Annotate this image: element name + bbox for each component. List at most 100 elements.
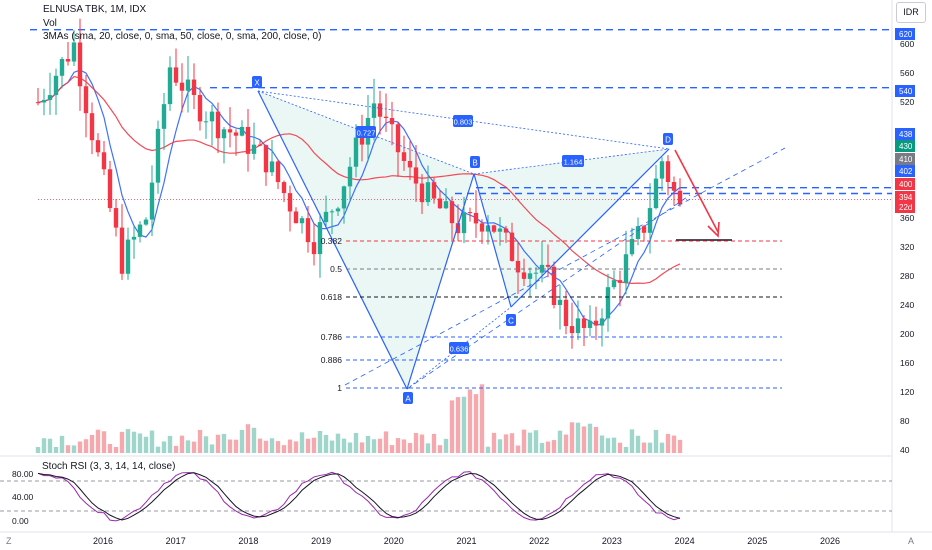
price-badge-label: 394 [899, 193, 913, 202]
volume-bar [233, 439, 239, 453]
candle-body [275, 161, 281, 183]
price-tick: 40 [900, 445, 910, 455]
price-badge-label: 402 [899, 167, 913, 176]
candle-body [269, 161, 275, 173]
pattern-ratio-label: 0.727 [357, 129, 376, 138]
price-tick: 280 [900, 271, 914, 281]
volume-bar [485, 446, 491, 453]
candle-body [533, 272, 539, 274]
candle-body [545, 264, 551, 267]
pattern-ratio-badge[interactable] [562, 155, 584, 167]
candle-body [437, 198, 443, 209]
time-axis[interactable]: 2016 2017 2018 2019 2020 2021 2022 2023 2024 2025… [93, 536, 840, 546]
volume-bar [359, 442, 365, 453]
auto-scale-toggle[interactable]: A [908, 536, 915, 546]
arrow-head [707, 221, 720, 238]
candle-body [617, 280, 623, 283]
candle-body [125, 239, 131, 274]
candle-body [359, 137, 365, 145]
timezone-toggle[interactable]: Z [6, 536, 12, 546]
candle-body [131, 236, 137, 240]
price-badge [895, 128, 915, 140]
candle-body [41, 99, 47, 103]
symbol-title[interactable]: ELNUSA TBK, 1M, IDX [43, 4, 147, 15]
candle-body [485, 225, 491, 232]
candle-body [101, 152, 107, 170]
volume-bar [65, 445, 71, 453]
candle-body [563, 299, 569, 327]
volume-bar [467, 389, 473, 453]
volume-bar [479, 384, 485, 453]
candle-body [221, 129, 227, 139]
price-tick: 560 [900, 68, 914, 78]
volume-bar [191, 441, 197, 453]
time-tick: 2016 [93, 536, 113, 546]
pattern-point-a[interactable] [403, 392, 413, 404]
pattern-ratio-badge[interactable] [453, 115, 473, 127]
volume-bar [575, 422, 581, 453]
time-tick: 2024 [675, 536, 695, 546]
pattern-point-label: X [254, 79, 260, 88]
volume-bar [95, 429, 101, 453]
pattern-ratio-badge[interactable] [356, 126, 376, 138]
candle-body [527, 273, 533, 279]
pattern-ratio-badge[interactable] [449, 342, 469, 354]
candle-body [137, 224, 143, 237]
pattern-point-b[interactable] [470, 156, 480, 168]
volume-bar [53, 446, 59, 453]
projection-arrow[interactable] [674, 149, 719, 233]
price-axis[interactable]: 6005605204804403603202802402001601208040… [895, 28, 923, 455]
currency-button[interactable]: IDR [896, 2, 926, 23]
candle-body [659, 161, 665, 179]
volume-indicator-label[interactable]: Vol [43, 18, 57, 29]
volume-bar [305, 438, 311, 453]
candle-body [179, 82, 185, 91]
price-badge [895, 140, 915, 152]
volume-bar [299, 432, 305, 453]
price-badge [895, 178, 915, 190]
candle-body [281, 182, 287, 194]
volume-bar [503, 434, 509, 453]
volume-bar [209, 444, 215, 453]
pattern-point-d[interactable] [663, 133, 673, 145]
candle-body [161, 104, 167, 129]
time-tick: 2025 [747, 536, 767, 546]
volume-bar [581, 426, 587, 453]
volume-bar [215, 434, 221, 453]
candle-body [419, 183, 425, 203]
candle-body [185, 79, 191, 91]
volume-bar [545, 441, 551, 453]
fib-level-label: 0.382 [321, 236, 343, 246]
time-tick: 2019 [311, 536, 331, 546]
volume-bar [647, 442, 653, 453]
pattern-point-c[interactable] [506, 314, 516, 326]
volume-bar [251, 427, 257, 453]
price-tick: 200 [900, 329, 914, 339]
rsi-tick: 0.00 [12, 516, 29, 526]
volume-bar [455, 397, 461, 453]
volume-bar [161, 441, 167, 453]
price-badge-label: 400 [899, 180, 913, 189]
candle-body [173, 67, 179, 83]
volume-bar [107, 443, 113, 453]
volume-bar [179, 435, 185, 453]
volume-bar [41, 438, 47, 453]
pattern-point-x[interactable] [252, 76, 262, 88]
volume-bar [401, 439, 407, 453]
volume-bar [497, 439, 503, 453]
volume-bar [593, 426, 599, 453]
volume-bar [59, 435, 65, 453]
candle-body [425, 182, 431, 203]
volume-bar [77, 441, 83, 453]
candle-body [47, 95, 53, 100]
candle-body [143, 219, 149, 225]
stoch-rsi-label[interactable]: Stoch RSI (3, 3, 14, 14, close) [42, 461, 176, 472]
fib-level-label: 0.786 [321, 332, 343, 342]
volume-bar [611, 437, 617, 453]
volume-bar [83, 439, 89, 453]
candle-body [443, 201, 449, 209]
rsi-k-line [37, 471, 681, 522]
candle-body [581, 318, 587, 328]
candle-body [473, 212, 479, 224]
ma-indicator-label[interactable]: 3MAs (sma, 20, close, 0, sma, 50, close,… [43, 31, 322, 42]
